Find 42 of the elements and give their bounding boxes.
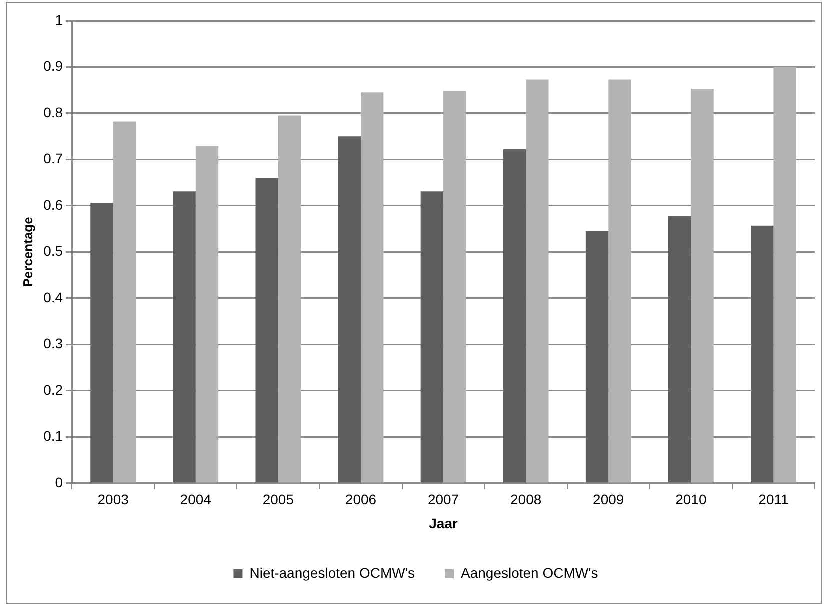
y-tick-label: 0.8	[44, 104, 64, 120]
x-tick-label: 2004	[180, 492, 212, 508]
x-tick-label: 2005	[262, 492, 294, 508]
x-tick-label: 2006	[345, 492, 377, 508]
bar	[608, 80, 632, 483]
bar	[420, 192, 444, 483]
bar	[586, 231, 609, 483]
bar	[526, 80, 549, 483]
y-tick-label: 0.1	[44, 428, 64, 444]
x-tick-label: 2009	[593, 492, 624, 508]
x-axis-title: Jaar	[429, 515, 458, 532]
y-tick-label: 0.4	[44, 289, 64, 306]
x-tick-label: 2008	[510, 492, 542, 508]
y-tick-label: 0.9	[44, 58, 64, 74]
bar	[338, 136, 361, 483]
legend-label: Aangesloten OCMW's	[461, 564, 598, 581]
bar	[278, 116, 302, 483]
bar	[196, 146, 219, 483]
y-tick-label: 0	[55, 474, 64, 490]
legend-label: Niet-aangesloten OCMW's	[250, 564, 416, 581]
bar	[360, 92, 384, 483]
y-tick-label: 0.6	[44, 196, 64, 213]
y-tick-label: 0.7	[44, 150, 64, 167]
x-tick-label: 2007	[428, 492, 460, 508]
x-tick-label: 2011	[758, 492, 789, 508]
y-tick-label: 0.5	[44, 243, 64, 260]
bar	[173, 192, 196, 483]
x-tick-label: 2003	[98, 492, 130, 508]
y-tick-label: 0.2	[44, 382, 64, 398]
bar	[691, 88, 714, 483]
bar	[503, 150, 526, 483]
bar	[668, 216, 692, 483]
y-tick-label: 0.3	[44, 336, 64, 352]
bar	[774, 67, 796, 483]
bar	[444, 91, 466, 483]
y-axis-title: Percentage	[20, 217, 36, 288]
bar	[256, 178, 278, 483]
y-tick-label: 1	[55, 12, 64, 28]
bar	[90, 203, 114, 483]
x-tick-label: 2010	[676, 492, 707, 508]
bar	[113, 122, 136, 483]
bar	[751, 226, 774, 483]
